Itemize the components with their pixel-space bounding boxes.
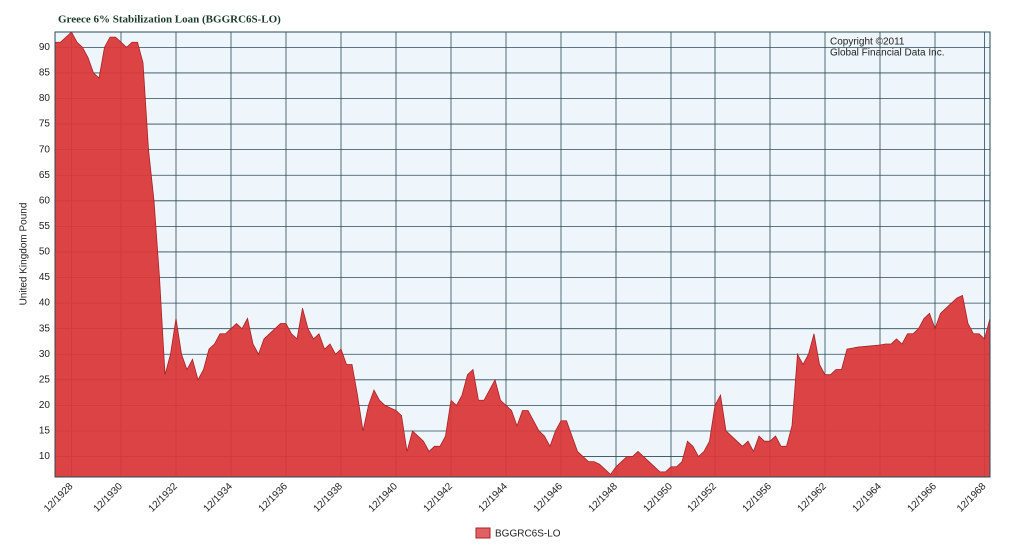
x-tick-label: 12/1966 <box>906 481 940 515</box>
x-tick-label: 12/1962 <box>796 481 830 515</box>
copyright: Global Financial Data Inc. <box>830 48 945 59</box>
x-tick-label: 12/1946 <box>532 481 566 515</box>
x-tick-label: 12/1952 <box>686 481 720 515</box>
x-tick-label: 12/1944 <box>477 481 511 515</box>
copyright: Copyright ©2011 <box>830 37 905 48</box>
y-tick-label: 80 <box>39 93 51 104</box>
y-tick-label: 25 <box>39 374 51 385</box>
x-tick-label: 12/1956 <box>741 481 775 515</box>
y-tick-label: 45 <box>39 272 51 283</box>
y-tick-label: 60 <box>39 195 51 206</box>
x-tick-label: 12/1950 <box>642 481 676 515</box>
y-tick-label: 20 <box>39 400 51 411</box>
y-tick-label: 85 <box>39 68 51 79</box>
x-tick-label: 12/1942 <box>422 481 456 515</box>
y-tick-label: 40 <box>39 298 51 309</box>
y-tick-label: 50 <box>39 247 51 258</box>
x-tick-label: 12/1932 <box>147 481 181 515</box>
x-tick-label: 12/1936 <box>257 481 291 515</box>
y-tick-label: 15 <box>39 426 51 437</box>
x-tick-label: 12/1938 <box>312 481 346 515</box>
y-tick-label: 75 <box>39 119 51 130</box>
x-tick-label: 12/1930 <box>92 481 126 515</box>
y-tick-label: 30 <box>39 349 51 360</box>
chart-title: Greece 6% Stabilization Loan (BGGRC6S-LO… <box>58 14 281 26</box>
y-tick-label: 35 <box>39 323 51 334</box>
y-tick-label: 65 <box>39 170 51 181</box>
legend-swatch <box>475 527 491 539</box>
y-tick-label: 10 <box>39 451 51 462</box>
plot-border <box>54 31 991 478</box>
y-tick-label: 90 <box>39 42 51 53</box>
x-tick-label: 12/1940 <box>367 481 401 515</box>
y-axis-label: United Kingdom Pound <box>19 203 30 306</box>
y-tick-label: 55 <box>39 221 51 232</box>
x-tick-label: 12/1928 <box>42 481 76 515</box>
y-tick-label: 70 <box>39 144 51 155</box>
area <box>54 31 991 478</box>
x-tick-label: 12/1964 <box>851 481 885 515</box>
x-tick-label: 12/1934 <box>202 481 236 515</box>
x-tick-label: 12/1948 <box>587 481 621 515</box>
x-tick-label: 12/1968 <box>955 481 989 515</box>
legend-label: BGGRC6S-LO <box>495 529 561 540</box>
